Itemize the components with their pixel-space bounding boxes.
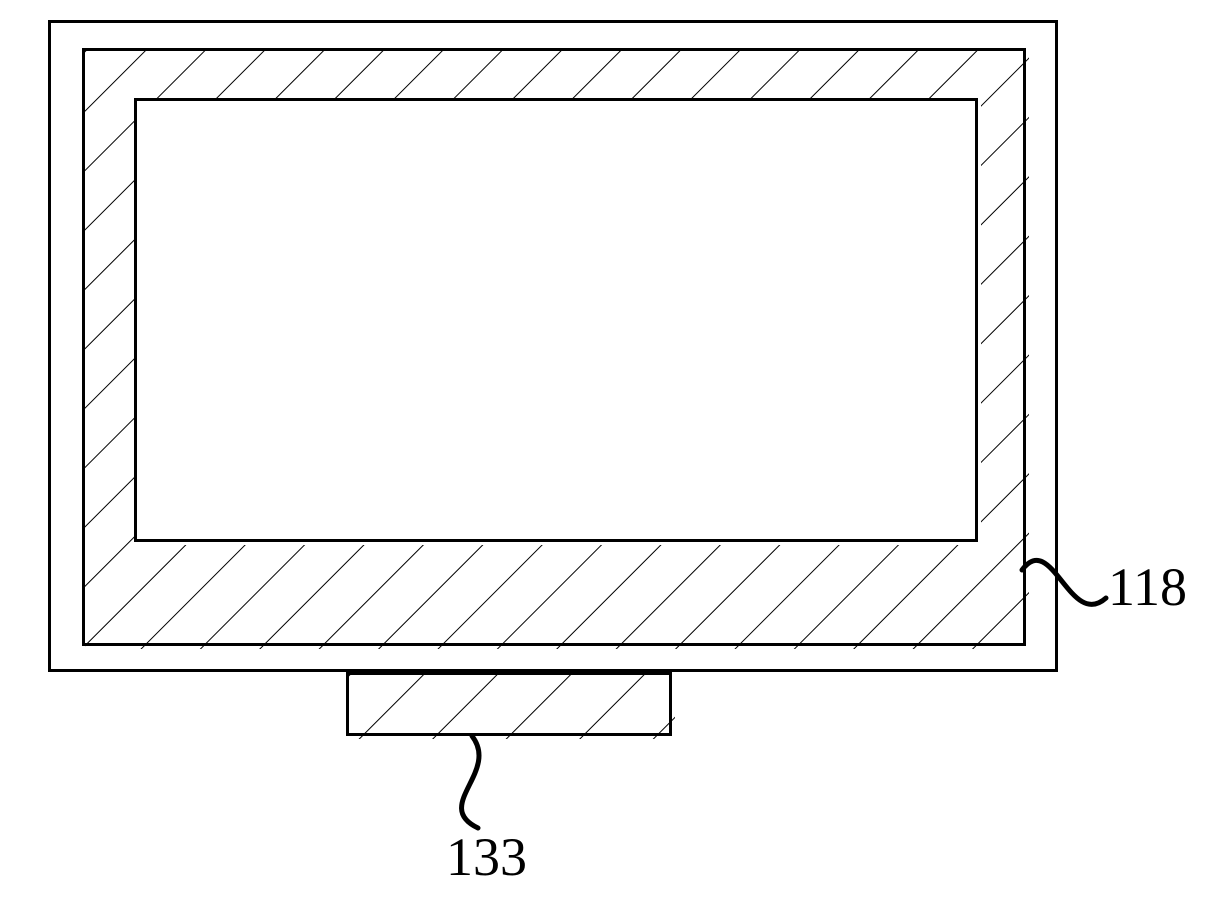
hatched-frame-inner [134, 98, 978, 542]
base-block-svg [349, 675, 675, 739]
callout-label-133: 133 [446, 826, 527, 888]
callout-label-118: 118 [1108, 556, 1187, 618]
base-block [346, 672, 672, 736]
